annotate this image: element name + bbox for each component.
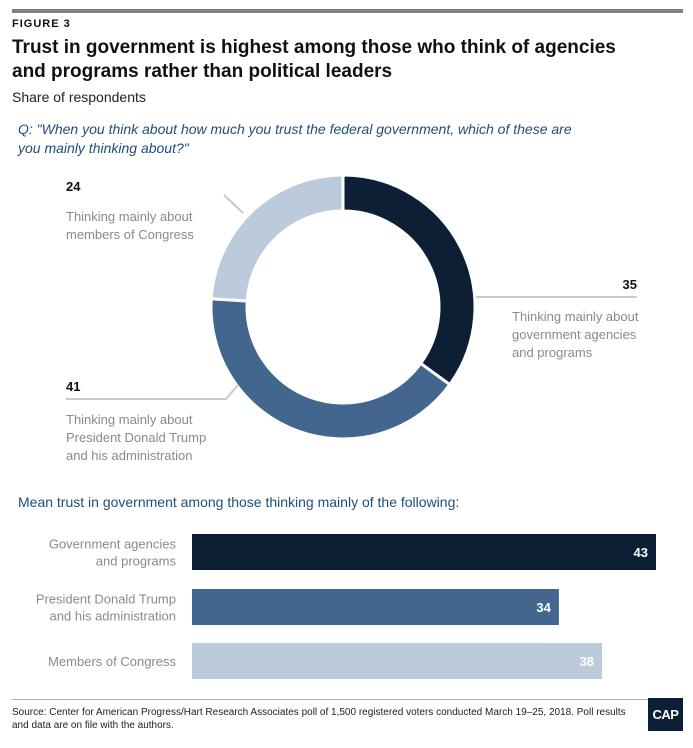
bar-chart-title: Mean trust in government among those thi… xyxy=(18,494,460,510)
source-note: Source: Center for American Progress/Har… xyxy=(12,707,626,731)
slice-label-0: Thinking mainly about government agencies… xyxy=(512,309,639,360)
bar-category-0: Government agencies and programs xyxy=(49,537,177,569)
bar-value-0: 43 xyxy=(634,545,648,560)
leader-line-1 xyxy=(66,384,239,400)
slice-label-1: Thinking mainly about President Donald Tr… xyxy=(66,412,206,463)
slice-label-2: Thinking mainly about members of Congress xyxy=(66,209,194,242)
cap-logo: CAP xyxy=(648,698,683,731)
slice-value-0: 35 xyxy=(623,277,637,292)
leader-line-2 xyxy=(223,194,244,214)
donut-slice-0 xyxy=(341,173,477,387)
figure-label: FIGURE 3 xyxy=(12,18,71,30)
top-rule xyxy=(12,9,683,13)
bar-value-2: 38 xyxy=(580,654,594,669)
survey-question: Q: "When you think about how much you tr… xyxy=(18,121,572,156)
bottom-rule xyxy=(12,699,683,700)
bar-1 xyxy=(192,589,559,625)
bar-category-1: President Donald Trump and his administra… xyxy=(36,592,176,624)
donut-chart: 35 Thinking mainly about government agenci… xyxy=(66,173,639,463)
donut-slice-2 xyxy=(209,173,345,303)
slice-value-2: 24 xyxy=(66,179,81,194)
bar-2 xyxy=(192,643,603,679)
bar-0 xyxy=(192,534,656,570)
chart-title: Trust in government is highest among tho… xyxy=(12,37,616,82)
donut-slice-1 xyxy=(209,297,452,441)
bar-value-1: 34 xyxy=(536,600,551,615)
slice-value-1: 41 xyxy=(66,379,80,394)
chart-subtitle: Share of respondents xyxy=(12,89,146,105)
bar-category-2: Members of Congress xyxy=(48,654,176,669)
